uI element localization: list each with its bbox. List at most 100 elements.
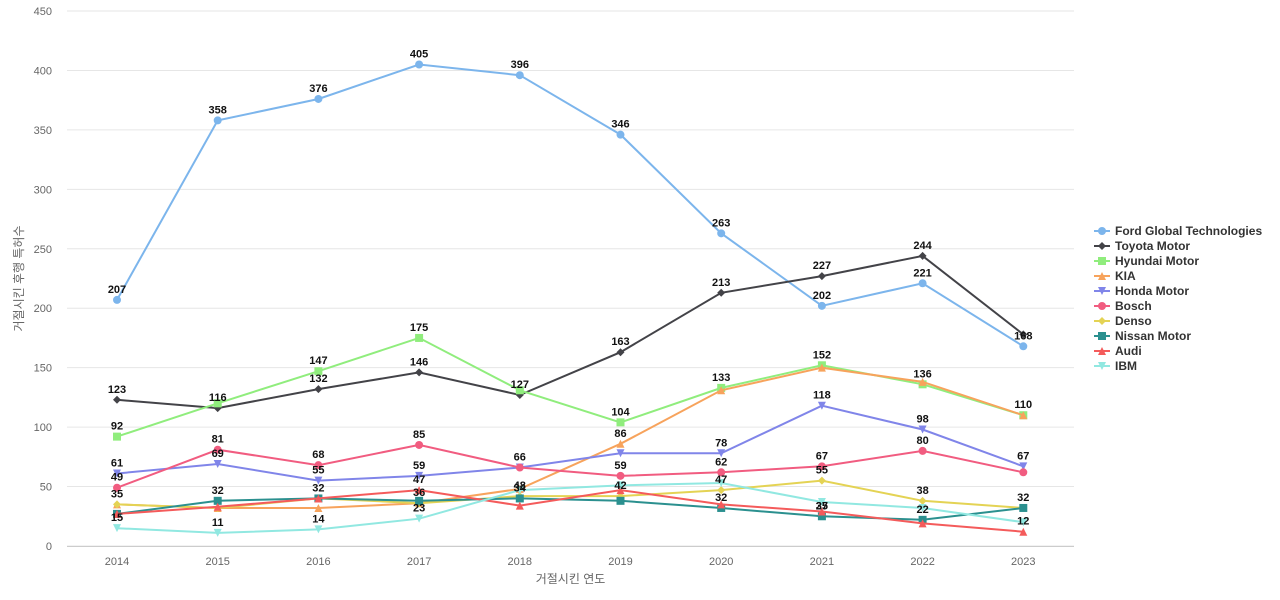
series-hyundai-motor [113, 333, 1028, 441]
data-label-hyundai-motor-2017: 175 [410, 322, 428, 334]
series-audi [113, 486, 1028, 536]
data-point-honda-motor-2014 [113, 469, 121, 478]
legend-marker-toyota-motor [1098, 242, 1106, 250]
data-label-toyota-motor-2020: 213 [712, 277, 730, 289]
data-point-ford-global-technologies-2022 [918, 279, 927, 288]
data-label-bosch-2017: 85 [413, 429, 425, 441]
data-point-ford-global-technologies-2016 [314, 94, 323, 103]
data-label-ford-global-technologies-2023: 168 [1014, 330, 1032, 342]
legend-label-kia: KIA [1115, 269, 1136, 283]
x-tick-label-2022: 2022 [910, 556, 934, 568]
data-point-honda-motor-2016 [314, 476, 323, 485]
data-label-bosch-2016: 68 [312, 449, 324, 461]
data-point-bosch-2023 [1019, 468, 1028, 477]
data-label-audi-2017: 47 [413, 474, 425, 486]
legend-label-bosch: Bosch [1115, 299, 1152, 313]
data-point-ford-global-technologies-2023 [1019, 342, 1028, 351]
data-point-honda-motor-2020 [717, 449, 726, 458]
y-tick-label-350: 350 [34, 125, 52, 137]
data-point-nissan-motor-2019 [616, 496, 625, 505]
data-point-ibm-2018 [515, 486, 524, 495]
data-label-audi-2023: 12 [1017, 516, 1029, 528]
data-point-ibm-2015 [213, 528, 222, 537]
data-label-honda-motor-2016: 55 [312, 465, 324, 477]
data-point-ford-global-technologies-2020 [717, 229, 726, 238]
data-point-bosch-2020 [717, 468, 726, 477]
data-point-audi-2017 [415, 486, 424, 495]
x-tick-label-2019: 2019 [608, 556, 632, 568]
data-label-ford-global-technologies-2018: 396 [511, 59, 529, 71]
data-label-honda-motor-2023: 67 [1017, 450, 1029, 462]
data-point-honda-motor-2019 [616, 449, 625, 458]
legend-marker-bosch [1098, 302, 1106, 310]
data-point-kia-2021 [817, 363, 826, 372]
data-point-bosch-2019 [616, 471, 625, 480]
data-point-audi-2014 [113, 509, 121, 518]
data-label-ford-global-technologies-2015: 358 [209, 104, 227, 116]
data-label-denso-2020: 47 [715, 474, 727, 486]
data-point-toyota-motor-2017 [415, 368, 424, 377]
data-label-toyota-motor-2016: 132 [309, 373, 327, 385]
data-point-nissan-motor-2018 [515, 494, 524, 503]
data-point-nissan-motor-2023 [1019, 503, 1028, 512]
data-point-ibm-2014 [113, 524, 121, 533]
y-axis-ticks: 0 50 100 150 200 250 300 350 400 450 [34, 6, 52, 553]
legend-item-nissan-motor: Nissan Motor [1094, 329, 1191, 343]
data-label-bosch-2022: 80 [916, 435, 928, 447]
x-tick-label-2017: 2017 [407, 556, 431, 568]
data-label-hyundai-motor-2023: 110 [1014, 399, 1032, 411]
data-point-kia-2022 [918, 377, 927, 386]
data-point-ibm-2016 [314, 525, 323, 534]
legend-label-ibm: IBM [1115, 359, 1137, 373]
data-point-denso-2021 [817, 476, 826, 485]
data-point-toyota-motor-2022 [918, 251, 927, 260]
legend-label-toyota-motor: Toyota Motor [1115, 239, 1190, 253]
data-label-nissan-motor-2015: 32 [212, 485, 224, 497]
legend-label-audi: Audi [1115, 344, 1142, 358]
data-point-bosch-2015 [213, 445, 222, 454]
data-label-denso-2023: 32 [1017, 492, 1029, 504]
data-label-hyundai-motor-2022: 136 [913, 368, 931, 380]
data-point-toyota-motor-2021 [817, 272, 826, 281]
data-label-nissan-motor-2022: 22 [916, 504, 928, 516]
y-tick-label-150: 150 [34, 363, 52, 375]
data-label-bosch-2021: 67 [816, 450, 828, 462]
data-point-honda-motor-2023 [1019, 462, 1028, 471]
data-label-toyota-motor-2021: 227 [813, 260, 831, 272]
legend-marker-ibm [1098, 362, 1106, 370]
data-point-bosch-2018 [515, 463, 524, 472]
data-label-denso-2018: 48 [514, 480, 526, 492]
x-axis-ticks: 2014 2015 2016 2017 2018 2019 2020 2021 2022 2023 [105, 556, 1036, 568]
data-point-ford-global-technologies-2019 [616, 130, 625, 139]
x-axis-title: 거절시킨 연도 [536, 572, 606, 586]
legend-item-audi: Audi [1094, 344, 1142, 358]
data-point-audi-2023 [1019, 527, 1028, 536]
legend-label-nissan-motor: Nissan Motor [1115, 329, 1191, 343]
series-ibm [113, 478, 1028, 537]
series-line-ibm [116, 481, 1024, 534]
data-label-bosch-2014: 49 [111, 472, 123, 484]
data-point-bosch-2016 [314, 461, 323, 470]
data-label-hyundai-motor-2020: 133 [712, 372, 730, 384]
x-tick-label-2014: 2014 [105, 556, 129, 568]
data-point-hyundai-motor-2018 [515, 386, 524, 395]
data-point-audi-2018 [515, 501, 524, 510]
data-label-toyota-motor-2018: 127 [511, 379, 529, 391]
series-line-bosch [116, 443, 1024, 489]
legend-marker-audi [1098, 347, 1106, 355]
y-tick-label-100: 100 [34, 422, 52, 434]
data-point-nissan-motor-2017 [415, 496, 424, 505]
legend-label-denso: Denso [1115, 314, 1152, 328]
data-point-hyundai-motor-2019 [616, 418, 625, 427]
data-point-bosch-2022 [918, 446, 927, 455]
data-label-ford-global-technologies-2019: 346 [611, 119, 629, 131]
data-label-toyota-motor-2017: 146 [410, 356, 428, 368]
data-point-honda-motor-2017 [415, 471, 424, 480]
data-point-hyundai-motor-2016 [314, 367, 323, 376]
grid-lines [67, 10, 1074, 547]
y-tick-label-200: 200 [34, 303, 52, 315]
data-label-honda-motor-2017: 59 [413, 460, 425, 472]
data-point-audi-2016 [314, 494, 323, 503]
